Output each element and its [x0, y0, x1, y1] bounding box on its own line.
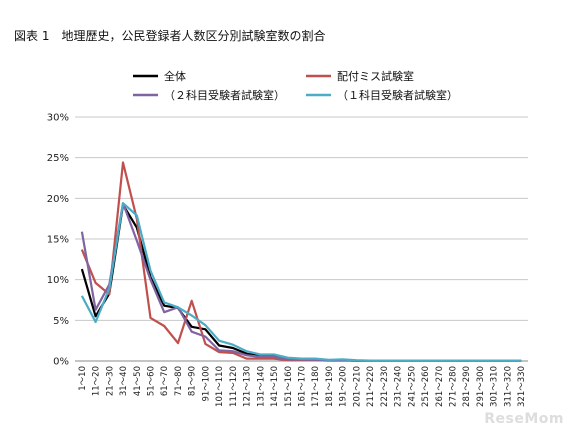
x-tick-label: 161～170 — [298, 366, 308, 407]
x-tick-label: 141～150 — [270, 366, 280, 407]
x-tick-label: 221～230 — [380, 366, 390, 407]
x-tick-label: 311～320 — [503, 366, 513, 407]
x-tick-label: 41～50 — [133, 366, 143, 396]
x-tick-label: 71～80 — [174, 366, 184, 396]
series-line-1 — [80, 203, 522, 362]
chart-title: 図表 1 地理歴史，公民登録者人数区分別試験室数の割合 — [14, 29, 326, 43]
y-tick-label: 30% — [47, 113, 69, 124]
x-tick-label: 51～60 — [147, 366, 157, 396]
x-tick-label: 201～210 — [352, 366, 362, 407]
x-tick-label: 11～20 — [92, 366, 102, 396]
x-tick-label: 101～110 — [215, 366, 225, 407]
x-tick-label: 91～100 — [201, 366, 211, 402]
x-tick-label: 1～10 — [78, 366, 88, 391]
y-tick-label: 5% — [53, 316, 69, 327]
legend-label: 配付ミス試験室 — [337, 69, 414, 83]
x-tick-label: 131～140 — [256, 366, 266, 407]
x-tick-label: 211～220 — [366, 366, 376, 407]
x-tick-label: 151～160 — [284, 366, 294, 407]
x-tick-label: 81～90 — [188, 366, 198, 396]
series-line-3 — [80, 202, 522, 362]
series-line-4 — [80, 202, 522, 362]
y-tick-label: 25% — [47, 153, 69, 164]
x-tick-label: 271～280 — [449, 366, 459, 407]
x-tick-label: 261～270 — [435, 366, 445, 407]
x-tick-label: 21～30 — [105, 366, 115, 396]
y-tick-label: 0% — [53, 357, 69, 368]
y-tick-label: 20% — [47, 194, 69, 205]
x-tick-label: 301～310 — [490, 366, 500, 407]
legend-label: 全体 — [164, 69, 186, 83]
x-tick-label: 121～130 — [243, 366, 253, 407]
watermark-logo: ReseMom — [484, 411, 564, 427]
x-tick-label: 291～300 — [476, 366, 486, 407]
x-tick-label: 281～290 — [462, 366, 472, 407]
x-tick-label: 111～120 — [229, 366, 239, 407]
x-tick-label: 191～200 — [339, 366, 349, 407]
x-tick-label: 61～70 — [160, 366, 170, 396]
x-tick-label: 181～190 — [325, 366, 335, 407]
y-tick-label: 15% — [47, 235, 69, 246]
y-tick-label: 10% — [47, 275, 69, 286]
x-tick-label: 251～260 — [421, 366, 431, 407]
x-tick-label: 31～40 — [119, 366, 129, 396]
x-tick-label: 241～250 — [407, 366, 417, 407]
legend-label: （１科目受験者試験室） — [337, 88, 458, 102]
x-tick-label: 231～240 — [394, 366, 404, 407]
x-tick-label: 171～180 — [311, 366, 321, 407]
legend-label: （２科目受験者試験室） — [164, 88, 285, 102]
x-tick-label: 321～330 — [517, 366, 527, 407]
